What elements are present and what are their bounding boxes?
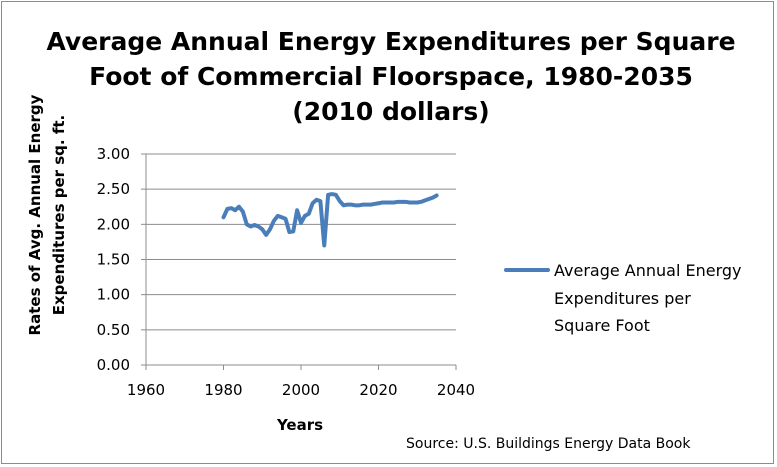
data-point (412, 201, 415, 204)
data-point (331, 193, 333, 195)
data-point (296, 209, 299, 212)
series-line (221, 192, 439, 248)
chart-title: Average Annual Energy Expenditures per S… (46, 27, 735, 126)
data-point (265, 233, 268, 236)
chart-title-line-2: Foot of Commercial Floorspace, 1980-2035 (89, 62, 693, 91)
data-point (284, 217, 287, 220)
data-point (400, 200, 403, 203)
data-point (311, 202, 314, 205)
y-tick-label: 2.50 (97, 180, 130, 198)
data-point (408, 201, 411, 204)
x-tick-label: 1960 (127, 381, 165, 399)
data-point (234, 209, 237, 212)
data-point (327, 193, 330, 196)
y-tick-label: 2.00 (97, 215, 130, 233)
y-tick-label: 1.00 (97, 286, 130, 304)
data-point (280, 216, 283, 219)
series-layer (221, 192, 439, 248)
data-point (373, 203, 376, 205)
data-point (393, 201, 395, 204)
y-tick-label: 1.50 (97, 251, 130, 269)
data-point (315, 198, 318, 201)
data-point (358, 204, 361, 207)
y-tick-label: 3.00 (97, 145, 130, 163)
legend-label-line-2: Expenditures per (554, 289, 691, 308)
data-point (350, 203, 353, 206)
data-point (323, 244, 326, 247)
data-point (334, 193, 337, 196)
data-point (424, 199, 426, 202)
data-point (338, 200, 341, 203)
data-point (389, 201, 392, 204)
chart-title-line-3: (2010 dollars) (292, 97, 489, 126)
data-point (238, 205, 240, 208)
data-point (396, 200, 399, 203)
data-point (431, 196, 434, 199)
data-point (230, 207, 233, 210)
data-point (276, 214, 279, 217)
data-point (241, 210, 244, 213)
data-point (404, 200, 407, 203)
data-point (222, 216, 225, 219)
data-point (288, 231, 291, 233)
data-point (319, 200, 322, 203)
data-point (300, 222, 302, 224)
data-point (269, 228, 271, 231)
data-point (420, 200, 423, 203)
data-point (245, 223, 248, 226)
legend-label-line-3: Square Foot (554, 316, 650, 335)
data-point (261, 228, 264, 231)
y-axis-title-line-1: Rates of Avg. Annual Energy (26, 94, 44, 335)
data-point (303, 214, 306, 217)
data-point (257, 225, 260, 228)
y-tick-label: 0.50 (97, 321, 130, 339)
legend: Average Annual Energy Expenditures per S… (504, 261, 742, 335)
x-tick-label: 2040 (437, 381, 475, 399)
data-point (435, 194, 438, 197)
data-point (369, 203, 372, 206)
chart-title-line-1: Average Annual Energy Expenditures per S… (46, 27, 735, 56)
data-point (427, 198, 430, 200)
axes (141, 153, 457, 370)
data-point (354, 204, 357, 207)
data-point (292, 230, 295, 233)
x-tick-label: 1980 (204, 381, 242, 399)
x-axis-title: Years (276, 416, 323, 434)
series-points (222, 193, 438, 247)
data-point (362, 203, 364, 206)
data-point (365, 203, 368, 206)
data-point (307, 212, 310, 215)
data-point (342, 204, 345, 207)
data-point (381, 201, 384, 204)
gridlines (146, 153, 456, 331)
x-tick-labels: 1960 1980 2000 2020 2040 (127, 381, 475, 399)
y-tick-labels: 0.00 0.50 1.00 1.50 2.00 2.50 3.00 (97, 145, 130, 374)
y-axis-title: Rates of Avg. Annual Energy Expenditures… (26, 94, 68, 335)
data-point (385, 201, 388, 204)
data-point (416, 201, 419, 204)
x-tick-label: 2000 (282, 381, 320, 399)
data-point (377, 202, 380, 205)
x-tick-label: 2020 (359, 381, 397, 399)
data-point (346, 203, 349, 206)
data-point (272, 219, 275, 222)
data-point (226, 207, 229, 210)
data-point (253, 224, 256, 226)
legend-label-line-1: Average Annual Energy (554, 261, 742, 280)
y-axis-title-line-2: Expenditures per sq. ft. (50, 115, 68, 315)
y-tick-label: 0.00 (97, 356, 130, 374)
source-note: Source: U.S. Buildings Energy Data Book (406, 436, 691, 452)
data-point (249, 225, 252, 228)
